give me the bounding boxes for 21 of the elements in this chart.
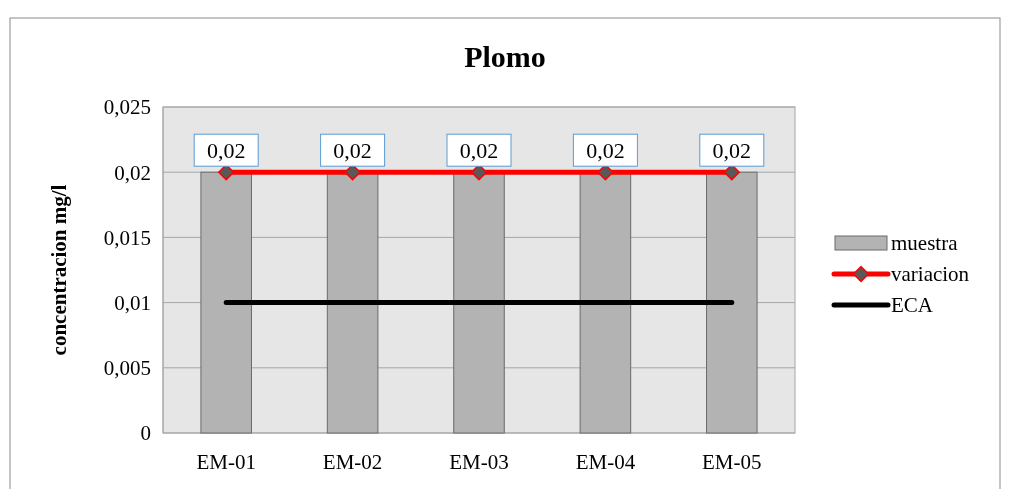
data-label: 0,02 <box>459 138 499 164</box>
x-tick-label: EM-02 <box>322 450 383 474</box>
data-label: 0,02 <box>712 138 752 164</box>
y-tick-label: 0 <box>140 421 151 446</box>
y-tick-label: 0,025 <box>103 95 151 120</box>
chart-title: Plomo <box>464 40 546 73</box>
legend-label: muestra <box>891 231 959 255</box>
data-label: 0,02 <box>206 138 246 164</box>
x-tick-label: EM-03 <box>449 450 509 474</box>
x-tick-label: EM-05 <box>702 450 762 474</box>
legend-label: ECA <box>891 293 934 317</box>
y-tick-label: 0,005 <box>103 356 151 381</box>
data-label: 0,02 <box>586 138 625 164</box>
y-tick-label: 0,02 <box>114 160 151 185</box>
data-label: 0,02 <box>333 138 372 164</box>
x-tick-label: EM-04 <box>575 450 636 474</box>
y-tick-label: 0,015 <box>103 225 151 250</box>
legend-label: variacion <box>891 262 970 286</box>
y-tick-label: 0,01 <box>114 290 151 315</box>
y-axis-title: concentracion mg/l <box>47 184 71 356</box>
x-tick-label: EM-01 <box>196 450 256 474</box>
